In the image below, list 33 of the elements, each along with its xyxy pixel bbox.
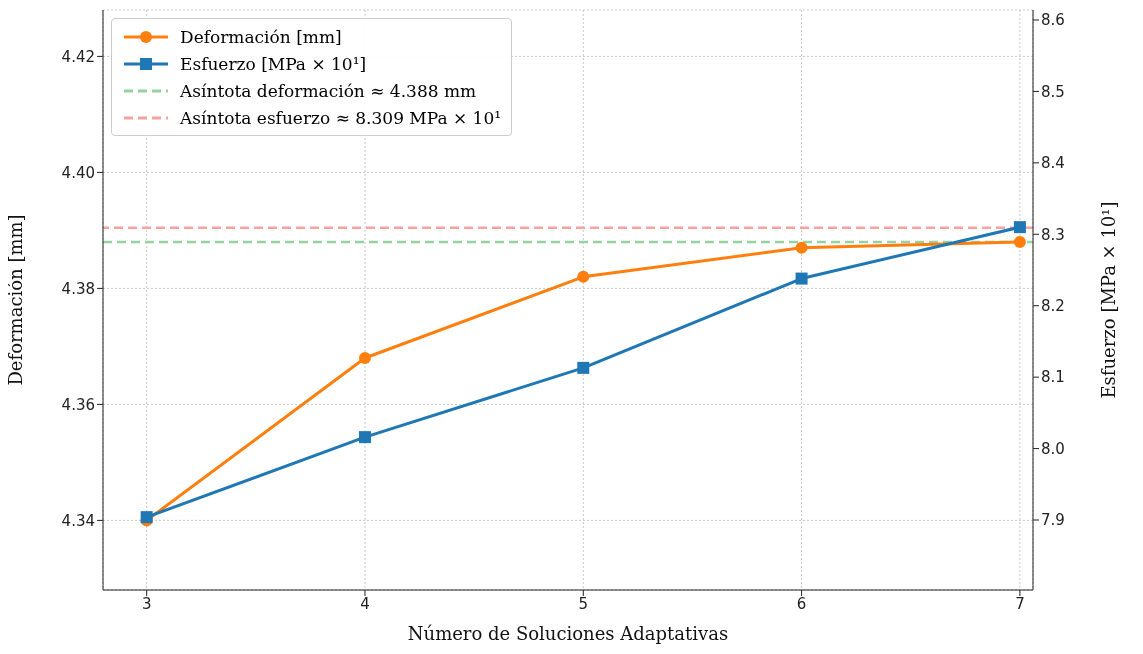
point: [1013, 236, 1026, 248]
x-axis-title: Número de Soluciones Adaptativas: [407, 623, 729, 644]
y-axis-title: Deformación [mm]: [5, 214, 27, 386]
x-tick-label: 5: [578, 594, 589, 613]
point: [577, 361, 590, 374]
legend-label: Deformación [mm]: [180, 26, 342, 47]
point: [1013, 221, 1026, 234]
y2-tick-label: 8.4: [1041, 154, 1065, 173]
y-tick-label: 4.34: [61, 511, 95, 530]
legend-label: Esfuerzo [MPa × 10¹]: [180, 53, 367, 74]
y-tick-label: 4.42: [61, 47, 95, 66]
x-tick-label: 4: [360, 594, 370, 613]
legend-label: Asíntota deformación ≈ 4.388 mm: [180, 80, 477, 101]
point: [795, 272, 808, 285]
point: [795, 241, 808, 254]
x-tick-label: 7: [1015, 594, 1025, 613]
point: [358, 352, 371, 364]
legend-label: Asíntota esfuerzo ≈ 8.309 MPa × 10¹: [180, 107, 502, 128]
y2-tick-label: 8.6: [1041, 11, 1065, 30]
y2-axis-title: Esfuerzo [MPa × 10¹]: [1098, 201, 1120, 399]
y2-tick-label: 7.9: [1041, 511, 1065, 530]
y2-tick-label: 8.3: [1041, 225, 1065, 244]
y2-tick-label: 8.0: [1041, 439, 1065, 458]
y-tick-label: 4.38: [61, 279, 95, 298]
x-tick-label: 6: [796, 594, 807, 613]
y2-tick-label: 8.1: [1041, 368, 1065, 387]
x-tick-label: 3: [141, 594, 152, 613]
point: [577, 270, 590, 283]
y2-tick-label: 8.2: [1041, 297, 1065, 316]
y-tick-label: 4.36: [61, 395, 95, 414]
point: [358, 431, 371, 444]
y-tick-label: 4.40: [61, 163, 95, 182]
y2-tick-label: 8.5: [1041, 82, 1065, 101]
